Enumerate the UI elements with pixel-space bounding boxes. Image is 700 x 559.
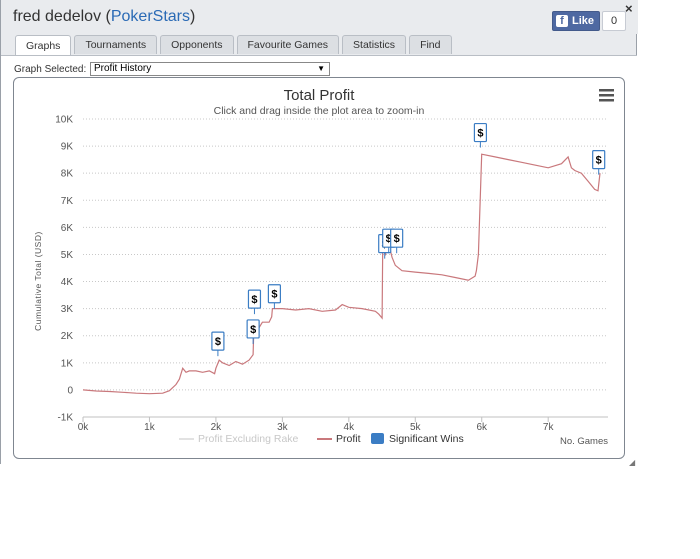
dollar-icon: $ bbox=[394, 233, 400, 245]
player-title: fred dedelov (PokerStars) bbox=[13, 8, 195, 26]
dollar-icon: $ bbox=[477, 128, 483, 140]
y-axis: -1K 0 1K 2K 3K 4K 5K 6K 7K 8K 9K 10K bbox=[55, 115, 73, 424]
site-open-paren: ( bbox=[101, 8, 111, 25]
significant-win-marker[interactable]: $ bbox=[267, 284, 281, 309]
y-tick-label: 10K bbox=[55, 115, 73, 126]
facebook-icon: f bbox=[556, 15, 568, 27]
y-tick-label: 4K bbox=[61, 277, 74, 288]
significant-win-marker[interactable]: $ bbox=[246, 319, 260, 344]
chart-subtitle: Click and drag inside the plot area to z… bbox=[214, 105, 425, 117]
legend-item-profit[interactable]: Profit bbox=[317, 433, 361, 445]
marker-flag bbox=[267, 284, 281, 304]
legend: Profit Excluding Rake Profit Significant W… bbox=[179, 433, 464, 445]
marker-flag bbox=[246, 319, 260, 339]
x-tick-label: 7k bbox=[543, 422, 555, 433]
y-tick-label: 1K bbox=[61, 358, 74, 369]
chevron-down-icon: ▼ bbox=[317, 64, 325, 73]
significant-win-marker[interactable]: $ bbox=[247, 289, 262, 315]
menu-icon-bar bbox=[599, 89, 614, 92]
chart-title: Total Profit bbox=[284, 87, 356, 104]
x-tick-label: 4k bbox=[344, 422, 356, 433]
legend-item-profit-excluding-rake[interactable]: Profit Excluding Rake bbox=[179, 433, 299, 445]
significant-win-marker[interactable]: $ bbox=[592, 150, 606, 175]
legend-swatch bbox=[371, 433, 384, 444]
y-tick-label: 7K bbox=[61, 196, 74, 207]
legend-label: Significant Wins bbox=[389, 433, 464, 445]
x-axis-label: No. Games bbox=[560, 436, 608, 447]
y-tick-label: 3K bbox=[61, 304, 74, 315]
site-close-paren: ) bbox=[189, 8, 196, 25]
graph-select-label: Graph Selected: bbox=[14, 64, 87, 75]
marker-flag bbox=[473, 122, 488, 143]
y-axis-label: Cumulative Total (USD) bbox=[33, 231, 43, 331]
graph-select-dropdown[interactable]: Profit History ▼ bbox=[90, 62, 330, 76]
legend-label: Profit bbox=[336, 433, 361, 445]
close-icon[interactable]: × bbox=[625, 1, 633, 16]
marker-flag bbox=[592, 150, 606, 170]
marker-flag bbox=[211, 331, 225, 351]
marker-flag bbox=[247, 289, 262, 309]
chart-container: Total Profit Click and drag inside the p… bbox=[13, 77, 625, 459]
y-tick-label: 9K bbox=[61, 142, 74, 153]
player-window: fred dedelov (PokerStars) f Like 0 × Gra… bbox=[0, 0, 638, 467]
x-tick-label: 3k bbox=[277, 422, 289, 433]
tab-bar: Graphs Tournaments Opponents Favourite G… bbox=[15, 35, 455, 55]
graph-select-value: Profit History bbox=[94, 63, 152, 74]
tab-statistics[interactable]: Statistics bbox=[342, 35, 407, 54]
marker-flag bbox=[390, 228, 404, 248]
tab-tournaments[interactable]: Tournaments bbox=[74, 35, 158, 54]
dollar-icon: $ bbox=[250, 324, 256, 336]
menu-icon-bar bbox=[599, 94, 614, 97]
facebook-like-count: 0 bbox=[602, 11, 626, 31]
legend-item-significant-wins[interactable]: Significant Wins bbox=[371, 433, 464, 445]
x-tick-label: 1k bbox=[144, 422, 156, 433]
x-tick-label: 0k bbox=[78, 422, 90, 433]
x-tick-label: 6k bbox=[476, 422, 488, 433]
significant-win-marker[interactable]: $ bbox=[390, 228, 404, 254]
profit-chart[interactable]: Total Profit Click and drag inside the p… bbox=[14, 78, 624, 458]
menu-icon-bar bbox=[599, 99, 614, 102]
y-tick-label: 2K bbox=[61, 331, 74, 342]
menu-icon[interactable] bbox=[599, 89, 614, 102]
resize-grip-icon[interactable]: ◢ bbox=[629, 458, 636, 467]
significant-wins-layer: $$$$$$$$$ bbox=[211, 122, 606, 357]
facebook-like-label: Like bbox=[572, 15, 595, 27]
player-name: fred dedelov bbox=[13, 8, 102, 25]
legend-label: Profit Excluding Rake bbox=[198, 433, 299, 445]
dollar-icon: $ bbox=[386, 233, 392, 245]
site-link[interactable]: PokerStars bbox=[110, 8, 190, 25]
series-line-profit bbox=[82, 153, 601, 395]
y-tick-label: 6K bbox=[61, 223, 74, 234]
dollar-icon: $ bbox=[596, 155, 602, 167]
y-tick-label: -1K bbox=[57, 413, 73, 424]
window-titlebar: fred dedelov (PokerStars) f Like 0 × bbox=[1, 0, 638, 34]
y-tick-label: 5K bbox=[61, 250, 74, 261]
facebook-like-button[interactable]: f Like bbox=[552, 11, 601, 31]
y-tick-label: 0 bbox=[67, 385, 73, 396]
tab-favourite-games[interactable]: Favourite Games bbox=[236, 35, 340, 54]
series-layer bbox=[82, 153, 601, 395]
dollar-icon: $ bbox=[215, 336, 221, 348]
dollar-icon: $ bbox=[271, 289, 277, 301]
dollar-icon: $ bbox=[251, 294, 257, 306]
tab-find[interactable]: Find bbox=[409, 35, 452, 54]
x-axis: 0k 1k 2k 3k 4k 5k 6k 7k bbox=[78, 416, 608, 433]
y-tick-label: 8K bbox=[61, 169, 74, 180]
significant-win-marker[interactable]: $ bbox=[473, 122, 488, 148]
x-tick-label: 2k bbox=[211, 422, 223, 433]
x-tick-label: 5k bbox=[410, 422, 422, 433]
tab-graphs[interactable]: Graphs bbox=[15, 35, 72, 55]
significant-win-marker[interactable]: $ bbox=[211, 331, 225, 357]
tab-opponents[interactable]: Opponents bbox=[160, 35, 234, 54]
